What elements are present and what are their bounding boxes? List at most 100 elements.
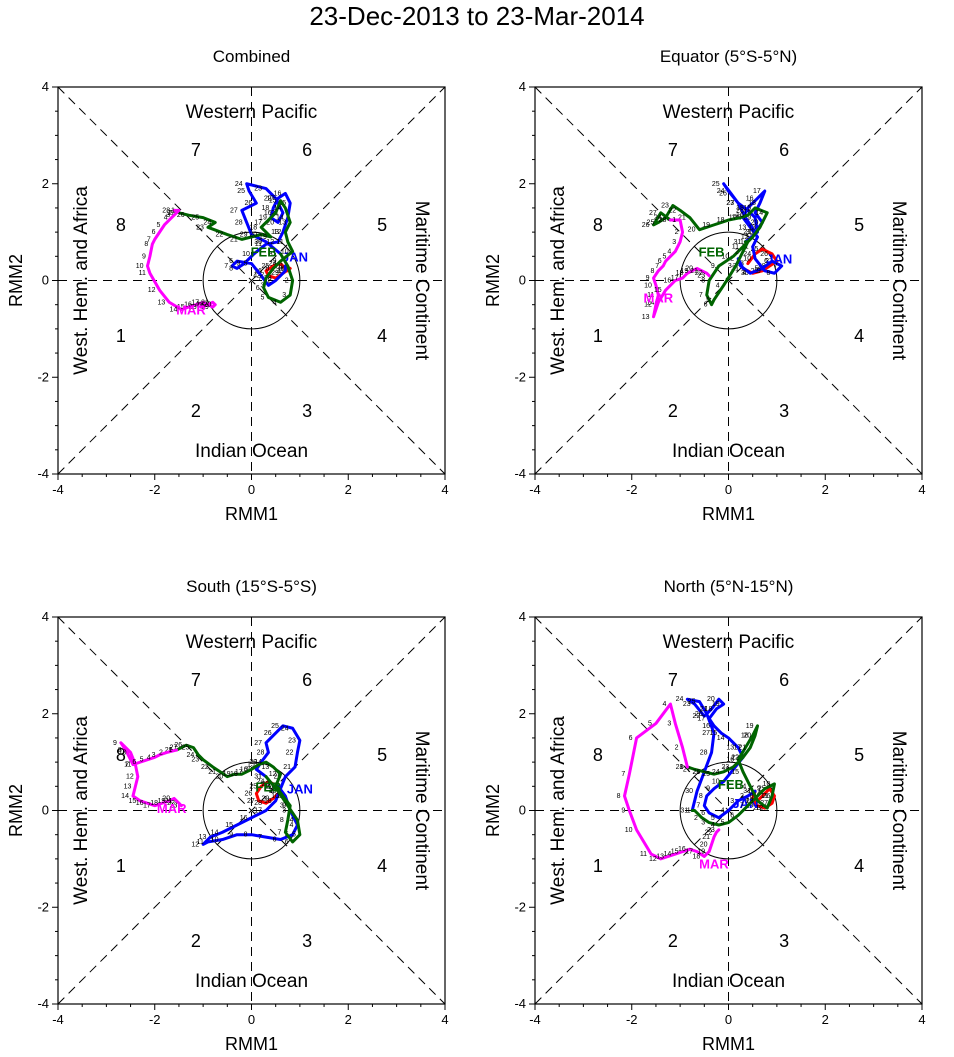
- day-label: 9: [757, 268, 761, 275]
- day-label: 7: [696, 803, 700, 810]
- day-label: 18: [249, 224, 257, 231]
- day-label: 10: [242, 251, 250, 258]
- day-label: 4: [290, 822, 294, 829]
- day-label: 20: [685, 265, 693, 272]
- phase-label-8: 8: [593, 745, 603, 765]
- day-label: 19: [746, 723, 754, 730]
- y-tick-label: 4: [519, 609, 526, 624]
- day-label: 14: [755, 210, 763, 217]
- day-label: 18: [748, 200, 756, 207]
- day-label: 19: [259, 234, 267, 241]
- panel-title: Equator (5°S-5°N): [660, 47, 797, 66]
- day-label: 3: [261, 282, 265, 289]
- day-label: 4: [663, 701, 667, 708]
- day-label: 20: [203, 302, 211, 309]
- day-label: 27: [230, 207, 238, 214]
- phase-label-6: 6: [302, 670, 312, 690]
- unit-circle: [202, 761, 301, 860]
- day-label: 14: [121, 793, 129, 800]
- day-label: 25: [647, 219, 655, 226]
- day-label: 31: [680, 808, 688, 815]
- day-label: 19: [223, 771, 231, 778]
- region-label-bottom: Indian Ocean: [672, 971, 785, 992]
- day-label: 21: [690, 268, 698, 275]
- day-label: 28: [659, 217, 667, 224]
- day-label: 20: [700, 841, 708, 848]
- y-tick-label: 0: [42, 803, 49, 818]
- day-label: 24: [717, 188, 725, 195]
- day-label: 23: [261, 781, 269, 788]
- day-label: 23: [191, 757, 199, 764]
- region-label-left: West. Hem. and Africa: [548, 716, 569, 905]
- day-label: 25: [712, 181, 720, 188]
- day-label: 1: [270, 783, 274, 790]
- main-title: 23-Dec-2013 to 23-Mar-2014: [309, 1, 645, 31]
- y-axis-label: RMM2: [483, 254, 503, 307]
- day-label: 8: [699, 793, 703, 800]
- day-label: 1: [740, 239, 744, 246]
- y-tick-label: -2: [37, 899, 49, 914]
- x-tick-label: 2: [345, 1012, 352, 1027]
- y-tick-label: 0: [42, 273, 49, 288]
- day-label: 14: [211, 829, 219, 836]
- day-label: 12: [755, 805, 763, 812]
- day-label: 12: [644, 302, 652, 309]
- phase-label-6: 6: [302, 140, 312, 160]
- phase-label-2: 2: [191, 931, 201, 951]
- day-label: 31: [269, 251, 277, 258]
- day-label: 30: [278, 265, 286, 272]
- day-label: 19: [702, 222, 710, 229]
- day-label: 23: [746, 798, 754, 805]
- day-label: 1: [169, 747, 173, 754]
- day-label: 22: [705, 829, 713, 836]
- day-label: 16: [678, 846, 686, 853]
- day-label: 3: [730, 798, 734, 805]
- day-label: 28: [753, 805, 761, 812]
- day-label: 8: [265, 265, 269, 272]
- phase-label-7: 7: [191, 140, 201, 160]
- y-tick-label: -2: [514, 899, 526, 914]
- month-label-mar: MAR: [644, 290, 674, 305]
- x-axis-label: RMM1: [702, 1034, 755, 1054]
- y-axis-label: RMM2: [6, 784, 26, 837]
- day-label: 3: [701, 820, 705, 827]
- day-label: 23: [189, 304, 197, 311]
- day-label: 4: [742, 270, 746, 277]
- y-axis-label: RMM2: [6, 254, 26, 307]
- day-label: 12: [266, 239, 274, 246]
- day-label: 12: [126, 774, 134, 781]
- region-label-bottom: Indian Ocean: [195, 441, 308, 462]
- day-label: 8: [750, 793, 754, 800]
- day-label: 23: [288, 737, 296, 744]
- day-label: 4: [253, 273, 257, 280]
- day-label: 17: [254, 219, 262, 226]
- day-label: 3: [672, 239, 676, 246]
- day-label: 24: [712, 769, 720, 776]
- day-label: 5: [663, 253, 667, 260]
- day-label: 24: [753, 791, 761, 798]
- day-label: 4: [290, 817, 294, 824]
- day-label: 10: [211, 837, 219, 844]
- day-label: 7: [258, 834, 262, 841]
- day-label: 9: [706, 786, 710, 793]
- day-label: 6: [132, 759, 136, 766]
- day-label: 23: [697, 273, 705, 280]
- y-tick-label: 2: [42, 706, 49, 721]
- day-label: 16: [264, 210, 272, 217]
- day-label: 25: [758, 786, 766, 793]
- day-label: 13: [746, 798, 754, 805]
- day-label: 14: [254, 759, 262, 766]
- day-label: 19: [743, 210, 751, 217]
- day-label: 16: [702, 723, 710, 730]
- day-label: 28: [264, 275, 272, 282]
- phase-label-8: 8: [116, 215, 126, 235]
- day-label: 20: [751, 219, 759, 226]
- day-label: 5: [157, 222, 161, 229]
- phase-label-4: 4: [377, 856, 387, 876]
- day-label: 6: [629, 735, 633, 742]
- day-label: 15: [225, 822, 233, 829]
- day-label: 20: [249, 232, 257, 239]
- day-label: 8: [118, 747, 122, 754]
- day-label: 27: [649, 210, 657, 217]
- day-label: 23: [254, 186, 262, 193]
